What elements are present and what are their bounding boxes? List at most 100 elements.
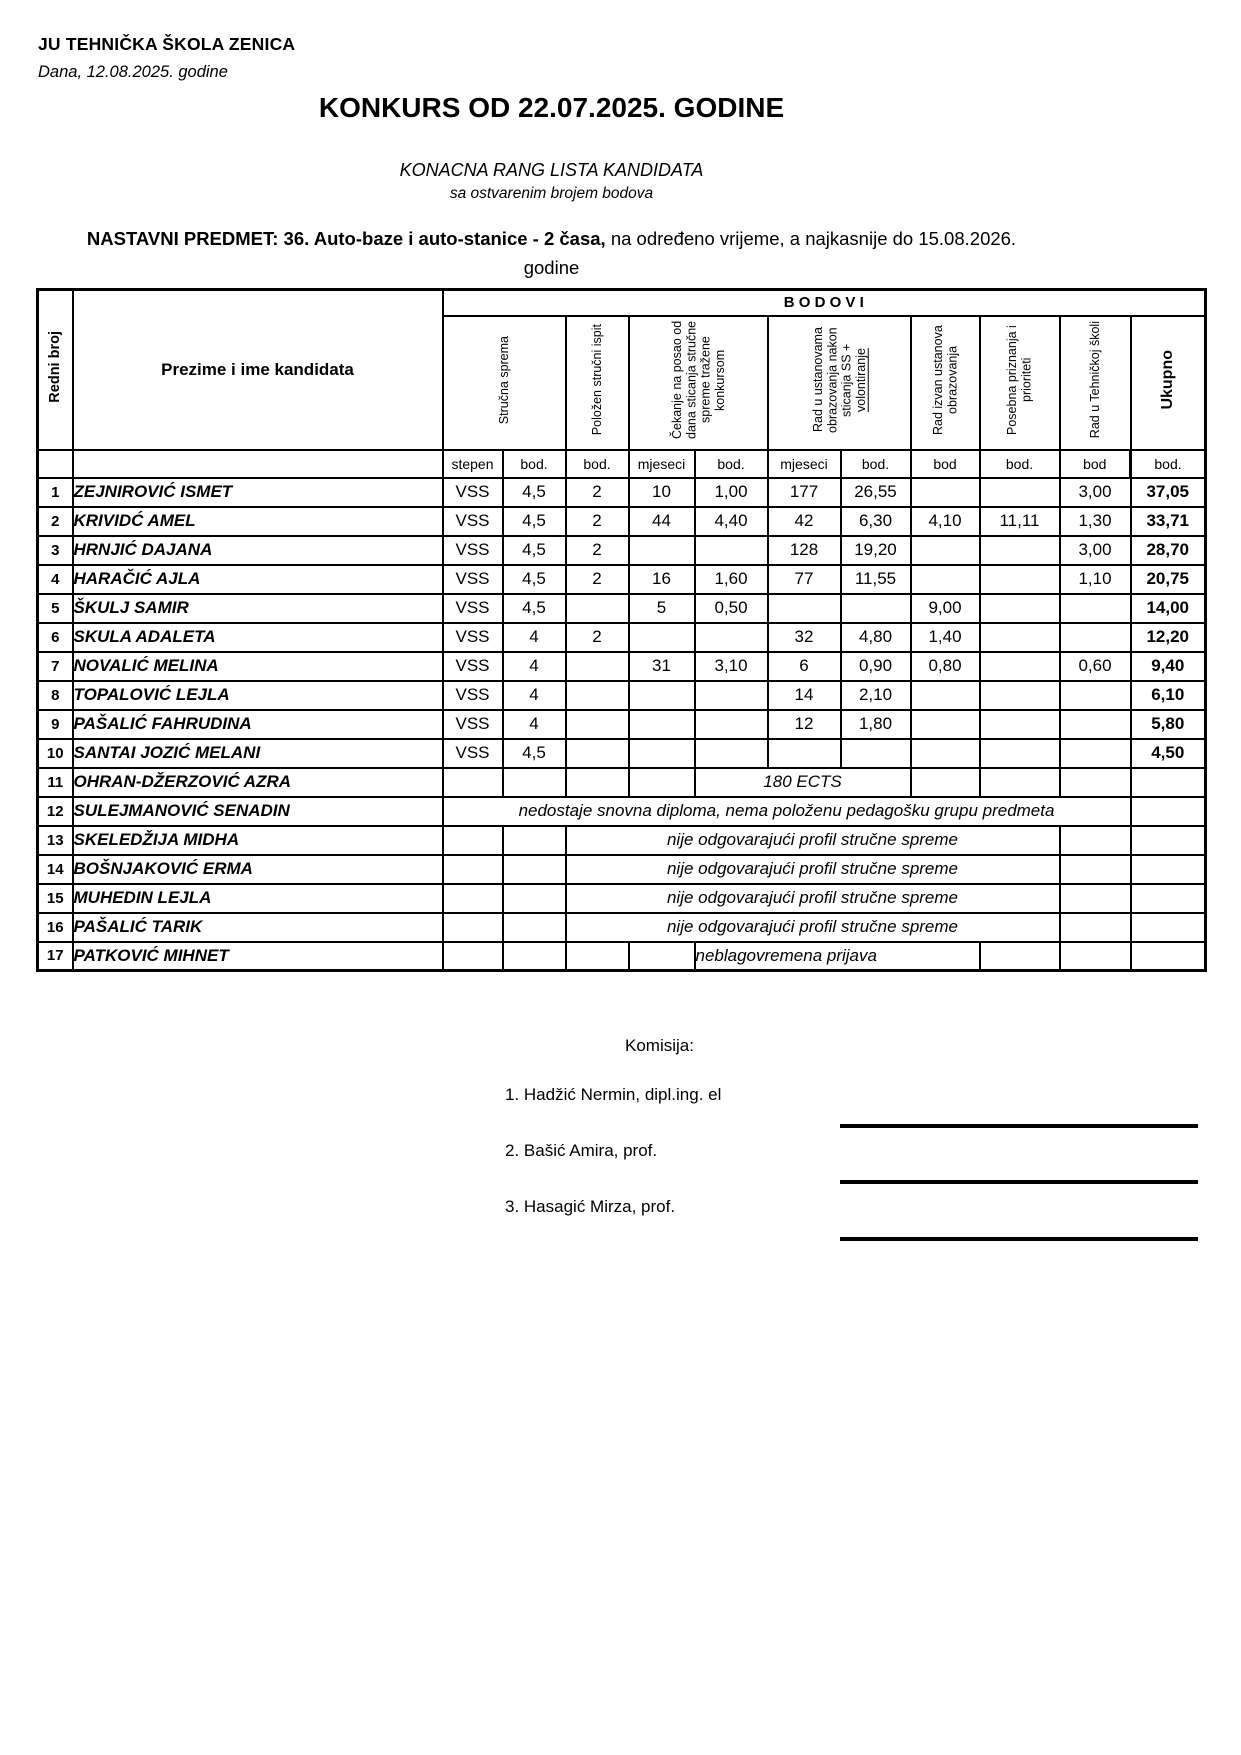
- column-header-3: Rad u ustanovama obrazovanja nakon stica…: [766, 314, 912, 451]
- score-cell: 2: [564, 505, 630, 537]
- empty-cell: [501, 882, 567, 914]
- signature-line-2: [840, 1180, 1198, 1184]
- score-cell: 1,30: [1058, 505, 1132, 537]
- empty-cell: [441, 766, 504, 798]
- unit-header-cell: bod.: [839, 448, 912, 479]
- candidate-name: TOPALOVIĆ LEJLA: [71, 679, 444, 711]
- score-cell: [766, 592, 842, 624]
- score-cell: 2: [564, 621, 630, 653]
- subject-line-2: godine: [523, 257, 580, 278]
- column-header-5: Posebna priznanja i prioriteti: [978, 314, 1061, 451]
- row-number: 15: [36, 882, 74, 914]
- score-cell: [693, 737, 769, 769]
- remark-cell: nedostaje snovna diploma, nema položenu …: [441, 795, 1132, 827]
- komisija-member-1: 1. Hadžić Nermin, dipl.ing. el: [505, 1085, 722, 1104]
- row-number: 1: [36, 476, 74, 508]
- candidate-name: SKULA ADALETA: [71, 621, 444, 653]
- score-cell: [839, 737, 912, 769]
- column-header-4: Rad izvan ustanova obrazovanja: [909, 314, 981, 451]
- row-number: 9: [36, 708, 74, 740]
- table-row: 15 MUHEDIN LEJLA nije odgovarajući profil …: [36, 882, 1207, 914]
- score-cell: VSS: [441, 563, 504, 595]
- remark-cell: nije odgovarajući profil stručne spreme: [564, 911, 1061, 943]
- bodovi-header: B O D O V I: [441, 288, 1207, 317]
- score-cell: 3,00: [1058, 476, 1132, 508]
- column-header-7: Ukupno: [1129, 314, 1207, 451]
- empty-cell: [501, 940, 567, 972]
- column-header-6: Rad u Tehničkoj školi: [1058, 314, 1132, 451]
- row-number: 13: [36, 824, 74, 856]
- score-cell: [978, 563, 1061, 595]
- empty-cell: [441, 911, 504, 943]
- candidate-name: MUHEDIN LEJLA: [71, 882, 444, 914]
- row-number: 16: [36, 911, 74, 943]
- score-cell: 31: [627, 650, 696, 682]
- row-number: 2: [36, 505, 74, 537]
- score-cell: 42: [766, 505, 842, 537]
- candidate-name: OHRAN-DŽERZOVIĆ AZRA: [71, 766, 444, 798]
- unit-header-cell: bod: [909, 448, 981, 479]
- komisija-member-3: 3. Hasagić Mirza, prof.: [505, 1197, 676, 1216]
- empty-cell: [501, 853, 567, 885]
- subtitle-bodovi: sa ostvarenim brojem bodova: [449, 185, 654, 202]
- score-cell: [693, 679, 769, 711]
- score-cell: VSS: [441, 505, 504, 537]
- score-cell: [909, 534, 981, 566]
- score-cell: 44: [627, 505, 696, 537]
- row-number: 3: [36, 534, 74, 566]
- empty-cell: [627, 940, 696, 972]
- score-cell: 4,5: [501, 592, 567, 624]
- score-cell: 1,00: [693, 476, 769, 508]
- score-cell: VSS: [441, 737, 504, 769]
- empty-cell: [978, 940, 1061, 972]
- empty-cell: [978, 766, 1061, 798]
- score-cell: 19,20: [839, 534, 912, 566]
- page-title: KONKURS OD 22.07.2025. GODINE: [318, 92, 785, 123]
- score-cell: 11,55: [839, 563, 912, 595]
- empty-cell: [1058, 911, 1132, 943]
- komisija-member-2: 2. Bašić Amira, prof.: [505, 1141, 658, 1160]
- score-cell: [909, 563, 981, 595]
- score-cell: 0,80: [909, 650, 981, 682]
- empty-cell: [909, 766, 981, 798]
- score-cell: 4: [501, 650, 567, 682]
- remark-cell: nije odgovarajući profil stručne spreme: [564, 824, 1061, 856]
- subject-name: NASTAVNI PREDMET: 36. Auto-baze i auto-s…: [86, 228, 606, 249]
- empty-cell: [564, 766, 630, 798]
- score-cell: 6,30: [839, 505, 912, 537]
- candidate-name: BOŠNJAKOVIĆ ERMA: [71, 853, 444, 885]
- row-number: 4: [36, 563, 74, 595]
- total-cell: [1129, 824, 1207, 856]
- score-cell: [564, 650, 630, 682]
- empty-cell: [501, 824, 567, 856]
- score-cell: 0,50: [693, 592, 769, 624]
- signature-line-1: [840, 1124, 1198, 1128]
- column-header-0: Stručna sprema: [441, 314, 567, 451]
- table-row: 13 SKELEDŽIJA MIDHA nije odgovarajući prof…: [36, 824, 1207, 856]
- score-cell: [627, 534, 696, 566]
- candidate-name: HRNJIĆ DAJANA: [71, 534, 444, 566]
- table-row: 3 HRNJIĆ DAJANA VSS 4,5 2 128 19,20 3,00 28,70: [36, 534, 1207, 566]
- subtitle-rang-lista: KONACNA RANG LISTA KANDIDATA: [399, 160, 704, 180]
- score-cell: [693, 534, 769, 566]
- empty-cell: [441, 940, 504, 972]
- empty-cell: [36, 448, 74, 479]
- score-cell: 128: [766, 534, 842, 566]
- empty-cell: [1058, 853, 1132, 885]
- empty-cell: [501, 766, 567, 798]
- score-cell: 2,10: [839, 679, 912, 711]
- unit-header-row: stepen bod. bod. mjeseci bod. mjeseci bod. bod b…: [36, 448, 1207, 479]
- table-row: 17 PATKOVIĆ MIHNET neblagovremena prijava: [36, 940, 1207, 972]
- candidate-name: PAŠALIĆ FAHRUDINA: [71, 708, 444, 740]
- score-cell: VSS: [441, 679, 504, 711]
- total-cell: 33,71: [1129, 505, 1207, 537]
- row-number: 14: [36, 853, 74, 885]
- score-cell: VSS: [441, 708, 504, 740]
- row-number: 8: [36, 679, 74, 711]
- total-cell: 9,40: [1129, 650, 1207, 682]
- score-cell: 4,5: [501, 476, 567, 508]
- score-cell: [978, 650, 1061, 682]
- unit-header-cell: bod.: [1129, 448, 1207, 479]
- score-cell: 14: [766, 679, 842, 711]
- row-number: 10: [36, 737, 74, 769]
